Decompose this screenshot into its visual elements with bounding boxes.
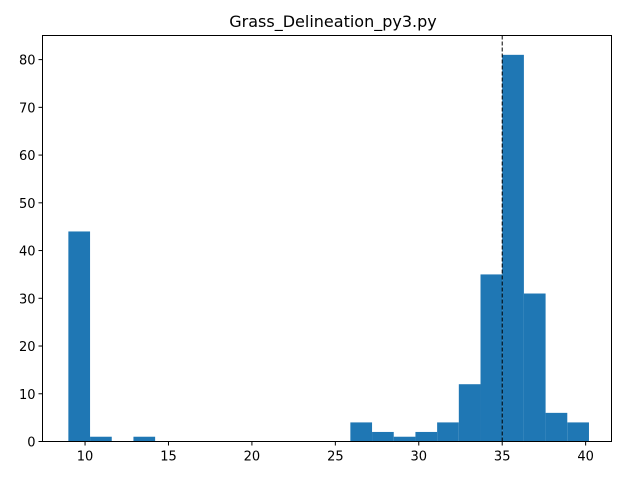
y-tick-label: 40 [19,245,36,260]
y-tick-label: 10 [19,388,36,403]
histogram-bar [393,436,416,442]
histogram-bar [502,54,524,442]
y-tick-label: 0 [27,436,35,451]
histogram-bar [133,436,156,442]
y-tick-label: 80 [19,54,36,69]
histogram-bar [90,436,112,442]
x-tick-label: 40 [577,450,594,465]
histogram-bar [437,422,459,442]
x-tick-label: 20 [244,450,261,465]
x-tick-label: 10 [77,450,94,465]
histogram-bar [545,412,568,442]
y-axis: 0 10 20 30 40 50 60 70 80 [19,54,43,451]
histogram-bar [372,431,394,442]
y-tick-label: 20 [19,340,36,355]
histogram-bar [567,422,589,442]
histogram-bar [350,422,373,442]
y-tick-label: 50 [19,197,36,212]
y-tick-label: 60 [19,149,36,164]
histogram-bar [480,274,503,442]
x-tick-label: 30 [411,450,428,465]
histogram-bar [458,384,481,442]
x-tick-label: 35 [494,450,511,465]
bars-group [68,54,589,442]
histogram-bar [415,431,438,442]
y-tick-label: 70 [19,101,36,116]
x-tick-label: 15 [160,450,177,465]
y-tick-label: 30 [19,292,36,307]
x-tick-label: 25 [327,450,344,465]
chart-title: Grass_Delineation_py3.py [229,12,436,32]
plot-frame [42,35,612,442]
histogram-bar [523,293,546,442]
histogram-bar [68,231,91,442]
x-axis: 10 15 20 25 30 35 40 [77,441,594,465]
